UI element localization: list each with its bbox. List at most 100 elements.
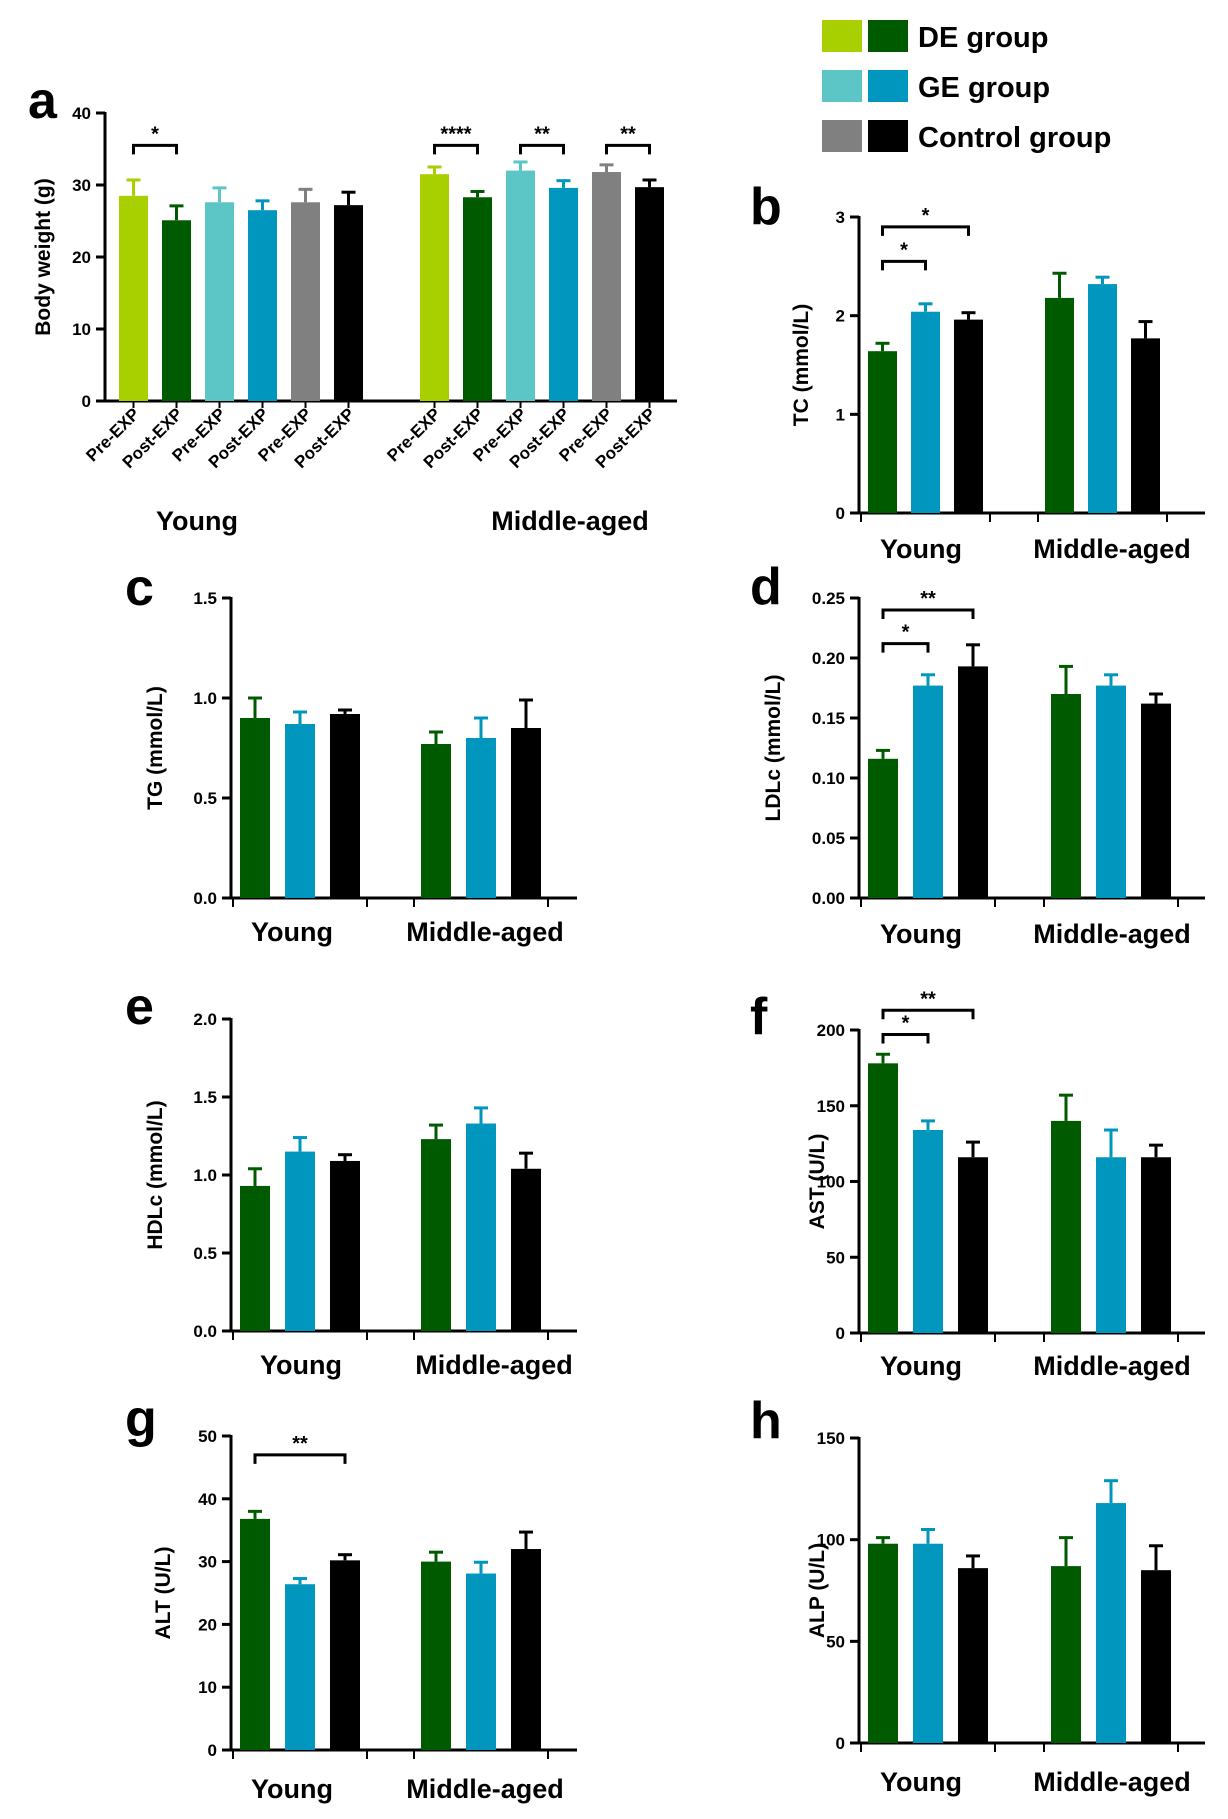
bar <box>1141 1570 1171 1743</box>
significance-label: * <box>900 239 908 261</box>
y-tick-label: 1.5 <box>193 589 217 608</box>
significance-bracket <box>132 143 178 155</box>
y-tick-label: 0.5 <box>193 1244 217 1263</box>
y-tick-label: 30 <box>198 1553 217 1572</box>
panel-letter: g <box>125 1390 157 1448</box>
y-tick-label: 0.5 <box>193 789 217 808</box>
bar <box>466 738 496 898</box>
y-axis-label: TG (mmol/L) <box>144 686 167 810</box>
significance-label: * <box>151 123 159 145</box>
significance-bracket <box>881 642 930 653</box>
group-label: Young <box>251 1774 333 1804</box>
y-tick-label: 30 <box>72 176 91 195</box>
significance-bracket <box>433 143 479 155</box>
y-tick-label: 50 <box>198 1427 217 1446</box>
significance-bracket <box>519 143 565 155</box>
y-tick-label: 0 <box>836 504 845 523</box>
significance-label: ** <box>534 123 550 145</box>
bar <box>913 685 943 898</box>
panel-letter: e <box>125 978 154 1036</box>
y-tick-label: 150 <box>817 1429 845 1448</box>
y-tick-label: 40 <box>72 104 91 123</box>
panel-d: d 0.00 0.05 0.10 0.15 0.20 0.25 LDLc (mmol/L) Yo… <box>750 558 1205 949</box>
bar <box>420 174 449 401</box>
legend-swatch-light <box>822 120 862 152</box>
bar <box>1051 1120 1081 1333</box>
significance-label: ** <box>920 588 936 610</box>
y-tick-label: 0.00 <box>812 889 845 908</box>
group-label: Young <box>156 506 238 536</box>
bar <box>635 187 664 401</box>
y-axis-label: ALP (U/L) <box>806 1543 829 1638</box>
panel-b: b 0 1 2 3 TC (mmol/L) Young Middle-aged * * <box>750 178 1205 564</box>
bar <box>868 351 897 513</box>
legend: DE group GE group Control group <box>822 20 1111 154</box>
significance-label: **** <box>440 123 471 145</box>
y-tick-label: 10 <box>72 320 91 339</box>
y-axis-label: AST (U/L) <box>806 1134 829 1230</box>
group-label: Young <box>880 1767 962 1797</box>
significance-bracket <box>881 1033 930 1044</box>
panel-letter: a <box>28 72 58 130</box>
panel-letter: h <box>750 1392 782 1450</box>
group-label: Middle-aged <box>1033 534 1191 564</box>
bar <box>958 666 988 898</box>
significance-label: * <box>922 205 930 227</box>
y-axis-label: LDLc (mmol/L) <box>762 675 785 822</box>
y-axis-label: Body weight (g) <box>32 178 55 335</box>
y-tick-label: 150 <box>817 1097 845 1116</box>
panel-letter: b <box>750 178 782 236</box>
group-label: Young <box>880 534 962 564</box>
y-tick-label: 3 <box>836 208 845 227</box>
y-tick-label: 0.0 <box>193 889 217 908</box>
significance-label: ** <box>620 123 636 145</box>
bar <box>1141 703 1171 898</box>
group-label: Middle-aged <box>406 917 564 947</box>
y-tick-label: 0 <box>836 1734 845 1753</box>
bar <box>291 202 320 401</box>
significance-bracket <box>881 608 975 619</box>
bar <box>1051 1566 1081 1743</box>
bar <box>466 1573 496 1750</box>
panel-h: h 0 50 100 150 ALP (U/L) Young Middle-aged <box>750 1392 1205 1797</box>
bar <box>549 187 578 401</box>
bar <box>240 718 270 898</box>
y-tick-label: 0.25 <box>812 589 845 608</box>
panel-letter: c <box>125 559 154 617</box>
group-label: Middle-aged <box>406 1774 564 1804</box>
group-label: Young <box>880 1351 962 1381</box>
bar <box>913 1543 943 1743</box>
y-tick-label: 50 <box>826 1248 845 1267</box>
bar <box>1088 284 1117 513</box>
bar <box>1096 685 1126 898</box>
bar <box>511 728 541 898</box>
bar <box>1096 1157 1126 1333</box>
legend-label: Control group <box>918 122 1111 154</box>
bar <box>240 1185 270 1331</box>
y-tick-label: 1.0 <box>193 1166 217 1185</box>
group-label: Middle-aged <box>1033 919 1191 949</box>
bar <box>1051 694 1081 898</box>
y-tick-label: 40 <box>198 1490 217 1509</box>
bar <box>248 210 277 401</box>
legend-swatch-light <box>822 20 862 52</box>
bar <box>868 1543 898 1743</box>
y-tick-label: 2 <box>836 307 845 326</box>
bar <box>958 1568 988 1743</box>
legend-label: GE group <box>918 72 1050 104</box>
y-tick-label: 1.5 <box>193 1088 217 1107</box>
y-tick-label: 0.20 <box>812 649 845 668</box>
group-label: Young <box>251 917 333 947</box>
bar <box>240 1518 270 1750</box>
y-tick-label: 0.0 <box>193 1322 217 1341</box>
group-label: Middle-aged <box>1033 1351 1191 1381</box>
bar <box>511 1168 541 1331</box>
bar <box>466 1123 496 1331</box>
legend-swatch-light <box>822 70 862 102</box>
bar <box>954 319 983 513</box>
bar <box>911 311 940 513</box>
bar <box>868 1063 898 1333</box>
y-tick-label: 100 <box>817 1531 845 1550</box>
